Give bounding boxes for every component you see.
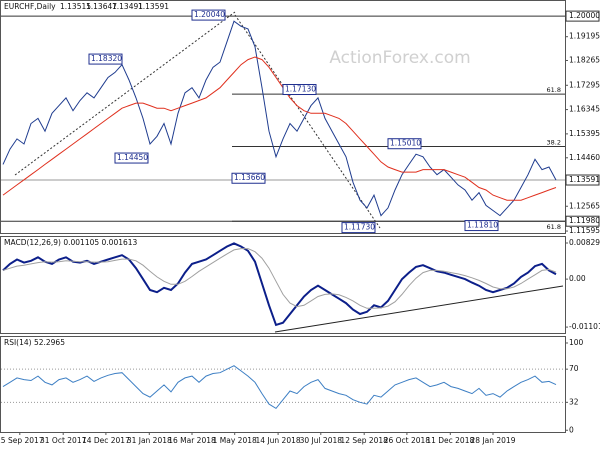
panel-title: MACD(12,26,9) 0.001105 0.001613 [4, 238, 138, 247]
x-tick-label: 28 Jan 2019 [471, 436, 516, 445]
y-tick-label: 1.18265 [569, 55, 600, 64]
annotation-label: 1.11810 [467, 221, 498, 230]
y-tick-label: 1.19195 [569, 32, 600, 41]
series-line [2, 20, 557, 217]
panel-title: RSI(14) 52.2965 [4, 338, 65, 347]
y-tick-label: 1.16345 [569, 105, 600, 114]
x-tick-label: 16 Mar 2018 [168, 436, 216, 445]
annotation-label: 1.14450 [117, 153, 148, 162]
quote-value: 1.13515 [60, 2, 91, 11]
last-price-box [565, 174, 600, 186]
series-line [2, 56, 557, 201]
annotation-box [88, 53, 123, 65]
trend-line [274, 285, 564, 333]
price-panel [0, 0, 566, 234]
level-line-box [565, 215, 600, 227]
annotation-label: 1.13660 [234, 173, 265, 182]
y-tick-label: 32 [569, 397, 579, 406]
y-tick-label: 0.008292 [569, 238, 600, 247]
fib-label: 38.2 [547, 139, 561, 147]
x-tick-label: 14 Dec 2017 [82, 436, 130, 445]
annotation-box [387, 138, 422, 150]
x-tick-label: 12 Sep 2018 [340, 436, 388, 445]
x-tick-label: 1 May 2018 [213, 436, 257, 445]
series-line [2, 365, 557, 410]
y-tick-label: 0 [569, 425, 574, 434]
y-tick-label: -0.011015 [569, 322, 600, 331]
level-line-label: 1.11980 [569, 216, 600, 225]
annotation-label: 1.11730 [344, 223, 375, 232]
annotation-box [231, 172, 266, 184]
level-line-label: 1.20000 [569, 11, 600, 20]
series-line [2, 248, 557, 309]
annotation-box [191, 9, 226, 21]
y-tick-label: 0.00 [569, 274, 586, 283]
y-tick-label: 1.17295 [569, 80, 600, 89]
y-tick-label: 100 [569, 338, 584, 347]
quote-value: 1.13491 [112, 2, 143, 11]
y-tick-label: 1.14460 [569, 153, 600, 162]
last-price-label: 1.13591 [569, 175, 600, 184]
rsi-panel [0, 336, 566, 433]
watermark: ActionForex.com [329, 48, 470, 68]
x-tick-label: 31 Oct 2017 [40, 436, 87, 445]
annotation-label: 1.20040 [194, 10, 225, 19]
x-tick-label: 14 Jun 2018 [256, 436, 301, 445]
y-tick-label: 1.12565 [569, 201, 600, 210]
annotation-box [114, 152, 149, 164]
quote-value: 1.13591 [138, 2, 169, 11]
annotation-label: 1.18320 [91, 54, 122, 63]
fib-label: 61.8 [547, 223, 561, 231]
x-tick-label: 31 Jan 2018 [127, 436, 172, 445]
x-tick-label: 15 Sep 2017 [0, 436, 44, 445]
annotation-box [464, 220, 499, 232]
quote-value: 1.13647 [86, 2, 117, 11]
annotation-label: 1.17130 [285, 85, 316, 94]
x-tick-label: 11 Dec 2018 [426, 436, 474, 445]
panel-title: EURCHF,Daily [4, 2, 56, 11]
series-line [2, 242, 557, 327]
level-line-box [565, 10, 600, 22]
x-tick-label: 30 Jul 2018 [300, 436, 343, 445]
y-tick-label: 1.15395 [569, 129, 600, 138]
fib-line [14, 11, 236, 176]
y-tick-label: 70 [569, 364, 579, 373]
annotation-label: 1.15010 [390, 139, 421, 148]
annotation-box [282, 84, 317, 96]
annotation-box [341, 222, 376, 234]
macd-panel [0, 236, 566, 334]
fib-line [234, 14, 381, 229]
fib-label: 61.8 [547, 86, 561, 94]
x-tick-label: 26 Oct 2018 [384, 436, 431, 445]
y-tick-label: 1.11595 [569, 226, 600, 235]
